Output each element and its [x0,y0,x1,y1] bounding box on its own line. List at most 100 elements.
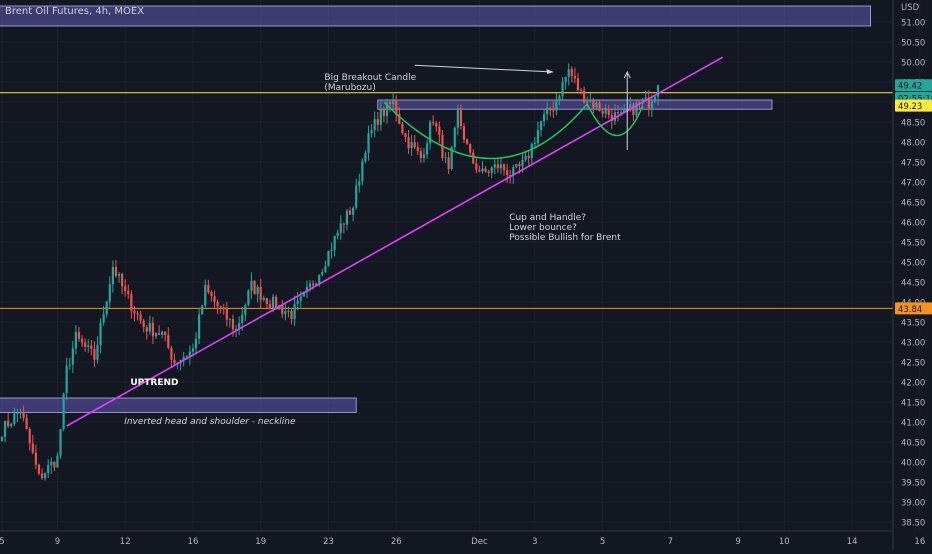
candle-body [490,167,493,173]
candle-body [416,147,419,152]
candle-body [342,223,345,225]
candle-body [536,130,540,144]
candle-body [167,335,170,348]
candle-body [429,122,432,144]
candle-body [198,314,201,339]
candle-body [105,301,108,315]
time-tick-label: 9 [735,537,740,547]
handle-curve [586,103,644,137]
price-tick-label: 50.50 [901,39,925,49]
candle-body [586,101,589,104]
candle-body [139,314,142,321]
candle-body [444,157,447,159]
candle-body [558,96,561,100]
price-tick-label: 40.00 [901,459,925,469]
candle-body [512,167,515,176]
candle-body [231,319,235,330]
candle-body [121,273,124,287]
candle-body [311,283,315,286]
candle-body [250,280,253,291]
candle-body [450,147,453,169]
candle-body [352,207,355,215]
candle-body [318,274,321,284]
zones [0,5,871,413]
candle-body [222,307,225,309]
candle-body [502,164,506,171]
candle-body [22,412,25,418]
candle-body [447,157,450,169]
candle-body [74,332,78,349]
candle-body [268,304,272,308]
annotation-arrow-head [546,69,554,74]
candle-body [62,393,65,430]
candle-body [253,280,256,295]
candle-body [114,267,118,276]
candle-body [25,417,28,430]
candle-body [613,112,617,121]
price-tick-label: 47.50 [901,159,925,169]
candle-body [256,286,259,295]
price-tick-label: 48.50 [901,119,925,129]
candle-body [552,110,555,112]
candle-body [284,311,287,314]
candle-body [475,163,478,170]
zone-rect-1 [377,99,773,110]
candle-body [185,356,188,358]
candle-body [142,320,145,328]
time-tick-label: 14 [847,537,858,547]
candle-body [361,161,364,182]
candle-body [542,114,546,122]
candle-body [34,452,37,465]
overlays [66,56,724,427]
candle-body [0,436,4,441]
candle-body [493,164,496,168]
candle-body [148,322,151,332]
price-tick-label: 42.00 [901,379,925,389]
candle-body [7,420,10,427]
candle-body [453,127,456,148]
candle-body [296,300,299,305]
candle-body [111,267,114,285]
candle-body [238,323,241,329]
candle-body [37,464,41,474]
candle-body [432,122,435,124]
candle-body [339,223,342,233]
candle-body [259,286,262,300]
candle-body [401,123,404,134]
candle-body [53,461,56,468]
candle-body [561,82,564,97]
candle-body [247,290,250,306]
candle-body [133,310,136,314]
candle-body [293,304,296,320]
candle-body [164,331,167,336]
candle-body [244,305,247,315]
candle-body [395,99,398,115]
candle-body [549,107,552,111]
time-tick-label: 10 [779,537,790,547]
candle-body [367,133,370,153]
price-tick-label: 45.50 [901,239,925,249]
annotation-text: Possible Bullish for Brent [509,233,621,243]
candle-body [213,296,216,302]
candle-body [438,126,441,135]
candle-body [287,310,290,312]
candle-body [413,142,416,148]
candle-body [130,294,133,311]
time-tick-label: 16 [914,537,925,547]
candle-body [59,429,62,456]
grid [0,0,921,531]
candle-body [154,333,158,337]
price-label: 49.23 [898,102,922,112]
price-tick-label: 40.50 [901,439,925,449]
candle-body [80,338,84,343]
time-axis[interactable]: 591216192326Dec357910141618 [0,530,932,547]
candle-body [506,170,509,176]
candle-body [564,76,567,83]
candle-body [290,310,293,320]
price-axis[interactable]: 51.0050.5050.0049.5049.0048.5048.0047.50… [892,0,932,550]
price-tick-label: 39.00 [901,499,925,509]
candle-body [567,69,570,77]
candle-body [623,109,626,113]
